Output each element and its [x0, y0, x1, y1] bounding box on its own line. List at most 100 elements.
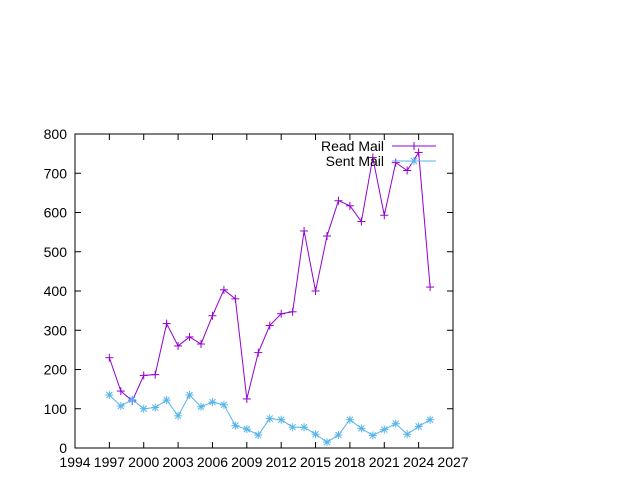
- series-sent-mail: [105, 391, 435, 447]
- x-tick: 2009: [231, 134, 263, 470]
- data-point: [174, 341, 183, 350]
- x-tick-label: 2021: [369, 454, 400, 470]
- data-point: [231, 294, 240, 303]
- data-point: [265, 321, 274, 330]
- legend-entry: Sent Mail: [326, 153, 436, 169]
- x-tick: 2018: [334, 134, 366, 470]
- plot-frame: [74, 133, 454, 449]
- data-point: [334, 196, 343, 205]
- data-point: [357, 424, 366, 433]
- data-point: [311, 287, 320, 295]
- data-point: [208, 398, 217, 407]
- data-point: [414, 148, 423, 157]
- data-point: [345, 415, 354, 424]
- data-point: [208, 311, 217, 320]
- x-tick-label: 2012: [266, 454, 297, 470]
- x-tick: 2003: [163, 134, 194, 470]
- x-tick: 2000: [128, 134, 160, 470]
- data-point: [116, 387, 125, 396]
- data-point: [391, 419, 400, 428]
- y-tick-label: 500: [44, 244, 68, 260]
- data-point: [368, 153, 377, 162]
- data-point: [219, 285, 228, 294]
- data-point: [105, 353, 114, 362]
- data-point: [277, 415, 286, 424]
- data-point: [323, 438, 331, 447]
- data-point: [277, 309, 286, 318]
- data-point: [426, 415, 435, 424]
- data-point: [357, 217, 366, 226]
- data-point: [391, 158, 400, 167]
- x-tick-label: 2015: [300, 454, 331, 470]
- data-point: [403, 430, 412, 439]
- data-point: [116, 402, 125, 411]
- y-tick-label: 200: [44, 362, 68, 378]
- x-tick: 2015: [300, 134, 331, 470]
- data-point: [151, 370, 160, 379]
- data-point: [300, 423, 309, 432]
- data-point: [254, 431, 263, 440]
- y-tick-label: 700: [44, 165, 68, 181]
- data-point: [162, 396, 171, 405]
- data-point: [254, 348, 263, 357]
- x-tick-label: 2024: [403, 454, 434, 470]
- data-point: [174, 411, 183, 420]
- x-tick-label: 2027: [437, 454, 468, 470]
- x-tick-label: 2006: [197, 454, 228, 470]
- x-tick-label: 2009: [231, 454, 262, 470]
- data-point: [185, 332, 194, 341]
- data-point: [345, 201, 354, 210]
- data-point: [380, 211, 389, 220]
- y-tick: 100: [44, 401, 453, 417]
- data-point: [185, 391, 194, 400]
- x-tick: 1997: [94, 134, 125, 470]
- data-point: [242, 425, 251, 434]
- x-tick-label: 1994: [59, 454, 90, 470]
- y-tick: 600: [44, 205, 453, 221]
- y-tick: 200: [44, 362, 453, 378]
- data-point: [265, 414, 274, 423]
- data-point: [300, 226, 309, 235]
- data-point: [414, 422, 423, 431]
- data-point: [380, 425, 389, 434]
- y-tick-label: 400: [44, 283, 68, 299]
- y-tick: 500: [44, 244, 453, 260]
- y-tick-label: 300: [44, 322, 68, 338]
- legend-label: Read Mail: [321, 138, 384, 154]
- y-tick-label: 600: [44, 205, 68, 221]
- series-read-mail: [105, 148, 435, 405]
- y-tick-label: 100: [44, 401, 68, 417]
- x-tick-label: 2018: [334, 454, 365, 470]
- data-point: [139, 404, 148, 413]
- y-tick: 400: [44, 283, 453, 299]
- legend-label: Sent Mail: [326, 153, 384, 169]
- x-tick: 2024: [403, 134, 434, 470]
- data-point: [288, 307, 297, 316]
- data-point: [242, 394, 251, 403]
- y-tick: 300: [44, 322, 453, 338]
- x-tick: 2012: [266, 134, 297, 470]
- data-point: [323, 232, 331, 241]
- y-tick-label: 0: [59, 440, 67, 456]
- data-point: [311, 430, 320, 439]
- data-point: [139, 371, 148, 380]
- legend-entry: Read Mail: [321, 138, 436, 154]
- data-point: [403, 166, 412, 175]
- data-point: [410, 142, 418, 150]
- x-tick-label: 2000: [128, 454, 159, 470]
- data-point: [426, 283, 435, 292]
- series-line: [108, 150, 431, 402]
- x-tick: 2006: [197, 134, 228, 470]
- data-point: [105, 391, 114, 400]
- data-point: [151, 403, 160, 412]
- data-point: [334, 431, 343, 440]
- data-point: [231, 421, 240, 430]
- x-tick: 2021: [369, 134, 400, 470]
- y-tick: 700: [44, 165, 453, 181]
- data-point: [219, 400, 228, 409]
- data-point: [128, 395, 137, 404]
- data-point: [288, 423, 297, 432]
